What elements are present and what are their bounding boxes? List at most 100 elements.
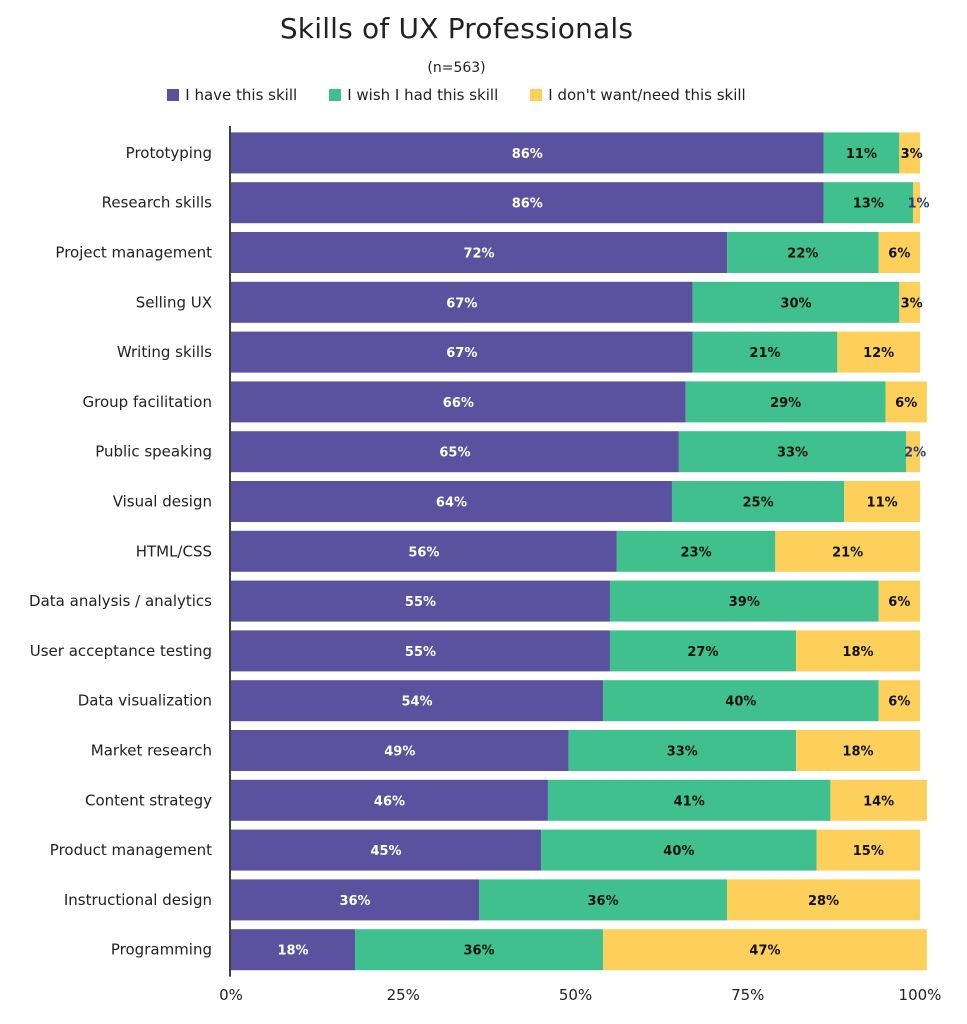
category-label: Content strategy <box>85 791 212 809</box>
bar-segment <box>231 680 604 722</box>
data-label: 12% <box>863 346 894 361</box>
legend-swatch-have <box>167 89 180 101</box>
bar-segment <box>885 381 927 423</box>
bar-segment <box>727 232 879 273</box>
bar-segment <box>878 680 920 722</box>
bar-segment <box>616 530 776 572</box>
data-label: 3% <box>901 147 923 162</box>
bar-segment <box>609 580 879 622</box>
bar-segment <box>878 580 920 622</box>
chart-subtitle: (n=563) <box>427 60 486 76</box>
category-label: Visual design <box>113 493 212 511</box>
bar-segment <box>795 730 920 771</box>
x-tick-label: 100% <box>899 986 942 1004</box>
data-label: 29% <box>770 396 801 411</box>
data-label: 36% <box>463 944 494 959</box>
data-label: 55% <box>405 595 436 610</box>
data-label: 1% <box>908 197 930 212</box>
bar-segment <box>692 281 900 323</box>
data-label: 39% <box>729 595 760 610</box>
bar-segment <box>231 381 686 423</box>
category-label: Group facilitation <box>83 393 212 411</box>
data-label: 40% <box>663 844 694 859</box>
bar-segment <box>231 281 693 323</box>
bar-segment <box>795 630 920 672</box>
bar-segment <box>603 929 927 971</box>
category-label: Data analysis / analytics <box>29 592 212 610</box>
bar-segment <box>823 132 900 174</box>
bar-segment <box>231 182 824 224</box>
category-label: Programming <box>111 941 212 959</box>
x-tick-label: 25% <box>387 986 420 1004</box>
bar-segment <box>231 730 569 771</box>
category-label: Product management <box>50 841 212 859</box>
legend-item-dont-need: I don't want/need this skill <box>530 86 746 104</box>
bar-segment <box>231 879 480 921</box>
data-label: 66% <box>443 396 474 411</box>
data-label: 2% <box>904 446 926 461</box>
bar-segment <box>231 630 610 672</box>
x-tick-label: 50% <box>559 986 592 1004</box>
data-label: 65% <box>439 446 470 461</box>
data-label: 45% <box>370 844 401 859</box>
data-label: 6% <box>895 396 917 411</box>
bar-segment <box>678 431 907 473</box>
data-label: 18% <box>842 645 873 660</box>
bar-segment <box>231 829 542 871</box>
data-label: 36% <box>339 894 370 909</box>
bar-segment <box>844 481 920 522</box>
category-label: Prototyping <box>126 144 212 162</box>
data-label: 23% <box>681 545 712 560</box>
data-label: 13% <box>853 197 884 212</box>
data-label: 40% <box>725 695 756 710</box>
bar-segment <box>899 132 920 174</box>
data-label: 21% <box>832 545 863 560</box>
data-label: 25% <box>743 496 774 511</box>
bar-segment <box>837 331 920 373</box>
bar-segment <box>547 779 831 821</box>
bar-segment <box>671 481 845 522</box>
x-tick-label: 0% <box>219 986 243 1004</box>
data-label: 54% <box>401 695 432 710</box>
bar-segment <box>906 431 920 473</box>
legend-label-wish: I wish I had this skill <box>347 86 499 104</box>
bar-segment <box>541 829 817 871</box>
bar-segment <box>231 481 672 522</box>
bar-segment <box>231 530 617 572</box>
data-label: 6% <box>888 695 910 710</box>
bar-segment <box>816 829 920 871</box>
legend-label-dont-need: I don't want/need this skill <box>548 86 746 104</box>
bar-segment <box>823 182 914 224</box>
data-label: 46% <box>374 794 405 809</box>
data-label: 15% <box>853 844 884 859</box>
data-label: 28% <box>808 894 839 909</box>
category-label: Research skills <box>102 194 213 212</box>
legend-item-wish: I wish I had this skill <box>329 86 498 104</box>
data-label: 14% <box>863 794 894 809</box>
legend-item-have: I have this skill <box>167 86 297 104</box>
legend-swatch-dont-need <box>530 89 543 101</box>
bar-segment <box>830 779 927 821</box>
bar-segment <box>775 530 920 572</box>
x-tick-label: 75% <box>731 986 764 1004</box>
data-label: 27% <box>687 645 718 660</box>
data-label: 3% <box>901 296 923 311</box>
bar-segment <box>692 331 838 373</box>
data-label: 72% <box>463 247 494 262</box>
bar-segment <box>231 929 356 971</box>
bar-segment <box>231 132 824 174</box>
data-label: 11% <box>867 496 898 511</box>
category-label: Public speaking <box>95 443 212 461</box>
data-label: 64% <box>436 496 467 511</box>
data-label: 18% <box>277 944 308 959</box>
data-label: 67% <box>446 296 477 311</box>
category-label: Writing skills <box>117 343 212 361</box>
bar-segment <box>685 381 886 423</box>
category-label: Market research <box>91 742 212 760</box>
legend-label-have: I have this skill <box>185 86 298 104</box>
data-label: 67% <box>446 346 477 361</box>
data-label: 30% <box>780 296 811 311</box>
data-label: 21% <box>749 346 780 361</box>
data-label: 11% <box>846 147 877 162</box>
